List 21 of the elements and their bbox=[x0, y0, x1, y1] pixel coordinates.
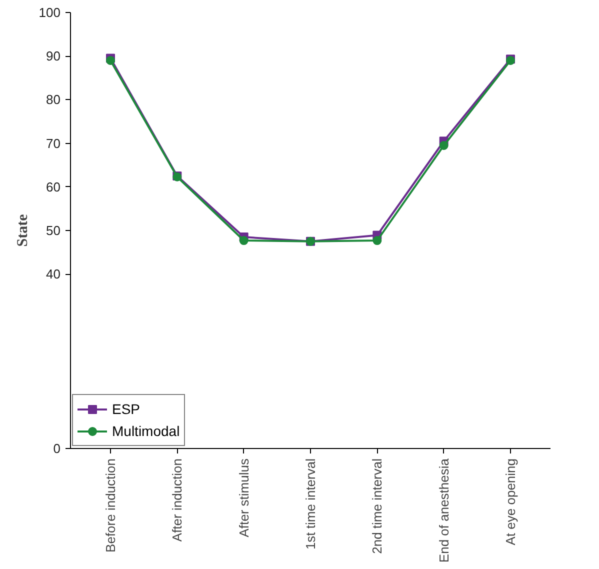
y-tick-label: 100 bbox=[38, 5, 61, 20]
x-tick-label: 1st time interval bbox=[303, 458, 318, 550]
y-tick-label: 60 bbox=[46, 179, 61, 194]
x-tick-label: 2nd time interval bbox=[370, 458, 385, 554]
x-tick-label: After stimulus bbox=[236, 458, 252, 538]
y-tick-label: 80 bbox=[46, 92, 61, 108]
y-axis-title: State bbox=[14, 214, 31, 247]
x-tick-label: End of anesthesia bbox=[436, 458, 452, 563]
point bbox=[439, 140, 448, 150]
y-tick-label: 50 bbox=[46, 223, 61, 238]
y-tick-label: 90 bbox=[46, 48, 61, 64]
y-tick-label: 70 bbox=[46, 136, 61, 151]
y-tick-label: 40 bbox=[46, 266, 61, 282]
point bbox=[372, 236, 382, 246]
legend-label: ESP bbox=[112, 401, 140, 417]
x-tick-label: Before induction bbox=[103, 458, 118, 552]
y-tick-label: 0 bbox=[53, 441, 61, 456]
x-tick-label: At eye opening bbox=[503, 458, 518, 546]
legend-label: Multimodal bbox=[112, 423, 180, 439]
x-tick-label: After induction bbox=[170, 458, 185, 542]
point bbox=[239, 236, 248, 246]
